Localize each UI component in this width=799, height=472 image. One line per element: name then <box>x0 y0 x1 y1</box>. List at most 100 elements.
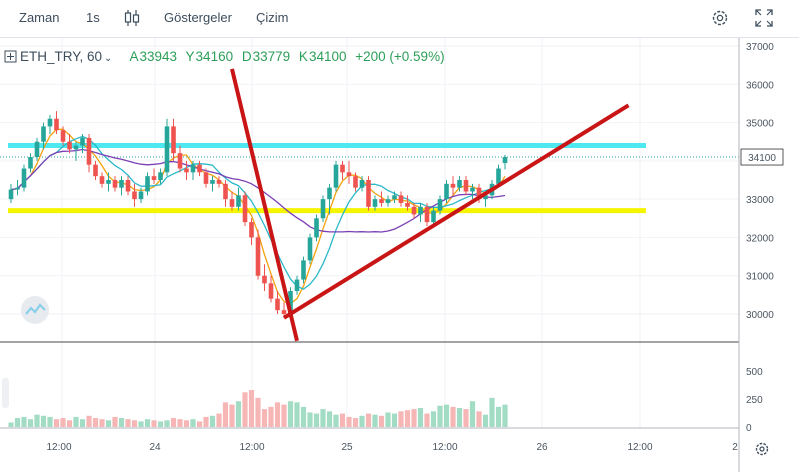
candle-body <box>216 180 222 184</box>
candle-body <box>314 218 319 238</box>
candle-body <box>223 183 228 200</box>
candle-body <box>80 137 85 146</box>
interval-button[interactable]: 1s <box>86 10 100 25</box>
volume-bar <box>73 416 79 427</box>
volume-bar <box>235 401 242 427</box>
candle-body <box>34 141 40 158</box>
candle-body <box>197 164 202 173</box>
drawing-button[interactable]: Çizim <box>256 10 289 25</box>
volume-bar <box>372 414 378 427</box>
volume-bar <box>40 415 47 427</box>
volume-bar <box>183 420 190 427</box>
volume-bar <box>21 416 27 427</box>
volume-bar <box>105 420 112 427</box>
price-chart[interactable]: 3700036000350003400033000320003100030000… <box>0 38 799 472</box>
volume-bar <box>463 409 469 427</box>
volume-bar <box>203 416 209 427</box>
candle-body <box>177 153 183 169</box>
candle-body <box>457 180 462 188</box>
volume-bar <box>216 413 222 427</box>
candle-body <box>54 118 59 131</box>
volume-bar <box>125 419 131 427</box>
candle-body <box>353 176 358 188</box>
price-tick-label: 36000 <box>746 80 774 91</box>
gear-icon[interactable] <box>709 7 731 29</box>
volume-bar <box>437 405 443 427</box>
candle-body <box>132 191 137 200</box>
candle-body <box>164 126 170 173</box>
candle-body <box>431 210 436 223</box>
candle-body <box>476 187 482 200</box>
symbol-label[interactable]: ETH_TRY, 60 <box>20 49 103 64</box>
volume-bar <box>495 406 502 427</box>
candle-body <box>281 310 287 314</box>
volume-bar <box>86 415 92 427</box>
time-menu-button[interactable]: Zaman <box>19 10 60 25</box>
high-value: 34160 <box>195 49 234 64</box>
candle-body <box>483 195 488 200</box>
volume-bar <box>27 419 34 427</box>
volume-bar <box>60 418 66 427</box>
indicators-button[interactable]: Göstergeler <box>164 10 232 25</box>
volume-bar <box>8 422 14 427</box>
volume-bar <box>365 413 372 427</box>
volume-bar <box>313 413 320 427</box>
volume-bar <box>255 397 261 427</box>
volume-bar <box>138 421 144 427</box>
candle-body <box>496 168 501 184</box>
time-tick-label: 25 <box>341 442 353 453</box>
volume-bar <box>248 390 255 427</box>
candle-body <box>327 187 332 200</box>
time-tick-label: 12:00 <box>627 442 652 453</box>
candle-body <box>125 180 131 192</box>
candle-body <box>392 195 397 200</box>
current-price-badge <box>740 148 784 166</box>
price-tick-label: 33000 <box>746 195 774 206</box>
volume-bar <box>190 419 196 427</box>
time-tick-label: 12:00 <box>46 442 71 453</box>
chart-settings-gear-icon[interactable] <box>755 442 769 456</box>
symbol-dropdown-icon[interactable]: ⌄ <box>104 53 113 64</box>
candle-body <box>333 164 339 188</box>
volume-bar <box>53 419 60 427</box>
candle-body <box>411 206 417 215</box>
add-symbol-icon[interactable] <box>4 50 17 63</box>
candle-body <box>437 199 443 211</box>
volume-bar <box>456 407 463 427</box>
volume-bar <box>411 409 417 427</box>
time-tick-label: 2 <box>732 442 738 453</box>
candle-body <box>67 141 72 150</box>
candle-body <box>366 180 371 207</box>
candle-body <box>171 126 176 154</box>
price-tick-label: 35000 <box>746 119 774 130</box>
candle-body <box>112 180 118 188</box>
volume-bar <box>469 401 476 427</box>
volume-bar <box>443 404 450 427</box>
candle-body <box>249 222 254 238</box>
volume-bar <box>326 411 333 427</box>
time-tick-label: 24 <box>149 442 161 453</box>
volume-bar <box>47 416 53 427</box>
candlestick-icon[interactable] <box>121 7 143 29</box>
candle-body <box>385 199 391 203</box>
candle-body <box>255 237 261 276</box>
expand-icon[interactable] <box>753 7 775 29</box>
candle-body <box>41 126 46 142</box>
candle-body <box>145 176 150 192</box>
volume-bar <box>157 421 164 427</box>
volume-bar <box>196 421 203 427</box>
volume-bar <box>476 411 482 427</box>
candle-body <box>424 206 430 223</box>
mid-moving-average <box>10 135 506 290</box>
open-key: A <box>129 49 139 64</box>
volume-pane-handle[interactable] <box>2 378 9 408</box>
volume-bar <box>144 419 151 427</box>
time-tick-label: 12:00 <box>239 442 264 453</box>
price-tick-label: 30000 <box>746 310 774 321</box>
candle-body <box>203 172 209 184</box>
candle-body <box>450 183 456 188</box>
trendline-1 <box>230 68 299 342</box>
candle-body <box>60 130 66 142</box>
open-value: 33943 <box>139 49 178 64</box>
trendline-2 <box>282 103 630 320</box>
